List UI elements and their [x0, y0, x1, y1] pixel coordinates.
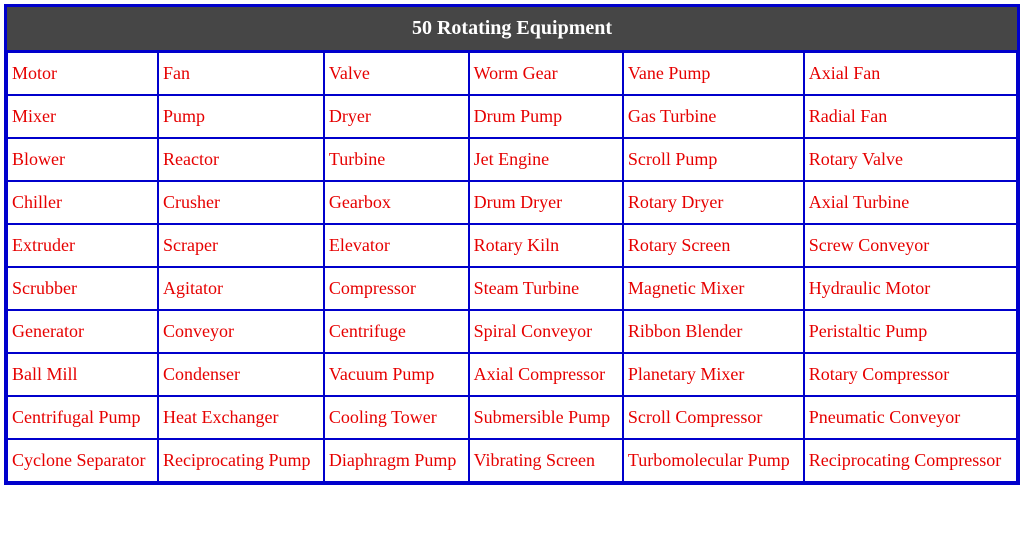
- table-cell: Extruder: [7, 224, 158, 267]
- table-cell: Valve: [324, 52, 469, 95]
- table-cell: Ball Mill: [7, 353, 158, 396]
- table-cell: Reactor: [158, 138, 324, 181]
- table-cell: Blower: [7, 138, 158, 181]
- table-cell: Diaphragm Pump: [324, 439, 469, 482]
- equipment-table-container: 50 Rotating Equipment MotorFanValveWorm …: [4, 4, 1020, 485]
- table-cell: Rotary Kiln: [469, 224, 623, 267]
- table-cell: Axial Compressor: [469, 353, 623, 396]
- table-cell: Heat Exchanger: [158, 396, 324, 439]
- table-cell: Centrifugal Pump: [7, 396, 158, 439]
- table-cell: Vacuum Pump: [324, 353, 469, 396]
- table-cell: Rotary Screen: [623, 224, 804, 267]
- table-row: GeneratorConveyorCentrifugeSpiral Convey…: [7, 310, 1017, 353]
- table-cell: Magnetic Mixer: [623, 267, 804, 310]
- table-cell: Peristaltic Pump: [804, 310, 1017, 353]
- table-cell: Axial Fan: [804, 52, 1017, 95]
- table-cell: Compressor: [324, 267, 469, 310]
- table-cell: Vane Pump: [623, 52, 804, 95]
- table-cell: Reciprocating Compressor: [804, 439, 1017, 482]
- table-cell: Drum Dryer: [469, 181, 623, 224]
- equipment-table: MotorFanValveWorm GearVane PumpAxial Fan…: [6, 51, 1018, 483]
- table-cell: Scrubber: [7, 267, 158, 310]
- table-cell: Reciprocating Pump: [158, 439, 324, 482]
- table-cell: Hydraulic Motor: [804, 267, 1017, 310]
- table-cell: Steam Turbine: [469, 267, 623, 310]
- table-cell: Screw Conveyor: [804, 224, 1017, 267]
- table-cell: Cyclone Separator: [7, 439, 158, 482]
- table-cell: Vibrating Screen: [469, 439, 623, 482]
- table-cell: Crusher: [158, 181, 324, 224]
- table-cell: Generator: [7, 310, 158, 353]
- table-cell: Jet Engine: [469, 138, 623, 181]
- table-cell: Centrifuge: [324, 310, 469, 353]
- table-cell: Chiller: [7, 181, 158, 224]
- table-cell: Ribbon Blender: [623, 310, 804, 353]
- table-cell: Fan: [158, 52, 324, 95]
- table-cell: Rotary Valve: [804, 138, 1017, 181]
- table-cell: Pump: [158, 95, 324, 138]
- table-row: MixerPumpDryerDrum PumpGas TurbineRadial…: [7, 95, 1017, 138]
- table-cell: Conveyor: [158, 310, 324, 353]
- table-row: MotorFanValveWorm GearVane PumpAxial Fan: [7, 52, 1017, 95]
- table-cell: Spiral Conveyor: [469, 310, 623, 353]
- table-cell: Condenser: [158, 353, 324, 396]
- table-cell: Radial Fan: [804, 95, 1017, 138]
- table-cell: Scroll Compressor: [623, 396, 804, 439]
- table-cell: Scraper: [158, 224, 324, 267]
- table-row: ChillerCrusherGearboxDrum DryerRotary Dr…: [7, 181, 1017, 224]
- table-cell: Dryer: [324, 95, 469, 138]
- table-row: Ball MillCondenserVacuum PumpAxial Compr…: [7, 353, 1017, 396]
- table-cell: Submersible Pump: [469, 396, 623, 439]
- table-cell: Planetary Mixer: [623, 353, 804, 396]
- table-cell: Rotary Dryer: [623, 181, 804, 224]
- table-cell: Cooling Tower: [324, 396, 469, 439]
- table-cell: Motor: [7, 52, 158, 95]
- table-cell: Worm Gear: [469, 52, 623, 95]
- table-cell: Agitator: [158, 267, 324, 310]
- table-cell: Pneumatic Conveyor: [804, 396, 1017, 439]
- table-cell: Mixer: [7, 95, 158, 138]
- table-cell: Gearbox: [324, 181, 469, 224]
- table-cell: Elevator: [324, 224, 469, 267]
- table-row: ScrubberAgitatorCompressorSteam TurbineM…: [7, 267, 1017, 310]
- table-cell: Axial Turbine: [804, 181, 1017, 224]
- table-title: 50 Rotating Equipment: [6, 6, 1018, 51]
- table-cell: Drum Pump: [469, 95, 623, 138]
- table-cell: Turbomolecular Pump: [623, 439, 804, 482]
- table-cell: Turbine: [324, 138, 469, 181]
- table-row: ExtruderScraperElevatorRotary KilnRotary…: [7, 224, 1017, 267]
- table-cell: Rotary Compressor: [804, 353, 1017, 396]
- table-cell: Scroll Pump: [623, 138, 804, 181]
- table-row: Cyclone SeparatorReciprocating PumpDiaph…: [7, 439, 1017, 482]
- table-row: Centrifugal PumpHeat ExchangerCooling To…: [7, 396, 1017, 439]
- table-cell: Gas Turbine: [623, 95, 804, 138]
- table-row: BlowerReactorTurbineJet EngineScroll Pum…: [7, 138, 1017, 181]
